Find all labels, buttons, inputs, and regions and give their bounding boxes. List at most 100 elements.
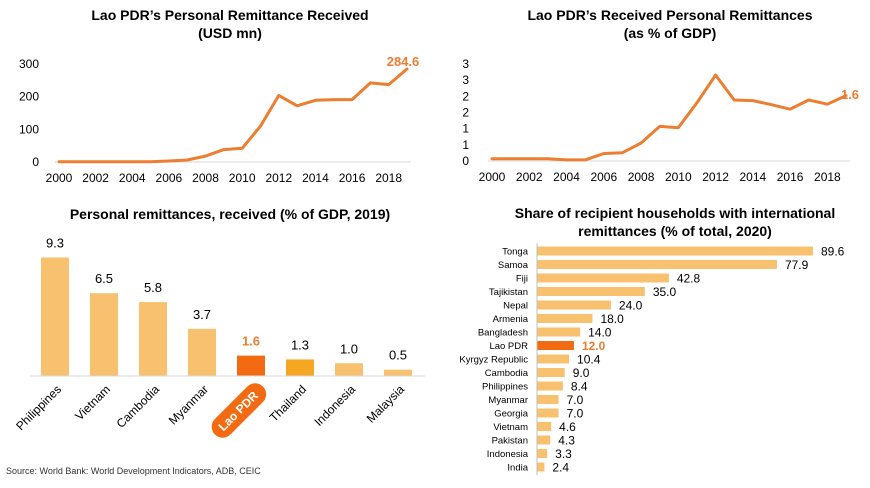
chart4-bar (537, 300, 611, 310)
chart3-value-label: 1.3 (291, 337, 309, 352)
chart2-title: Lao PDR’s Received Personal Remittances … (480, 6, 860, 42)
chart4-category-label: Nepal (503, 301, 528, 312)
chart3-category-label: Lao PDR (216, 388, 261, 433)
chart1-title: Lao PDR’s Personal Remittance Received (… (40, 6, 420, 42)
chart1-title-line2: (USD mn) (198, 25, 262, 41)
chart2-ytick: 2 (462, 89, 469, 103)
chart4-category-label: Lao PDR (489, 341, 528, 352)
chart3-bar (41, 257, 69, 376)
chart4-value-label: 18.0 (600, 312, 624, 326)
chart4-bar (537, 273, 669, 283)
chart3-bar (335, 363, 363, 376)
chart2-xtick: 2008 (628, 170, 655, 184)
chart2-end-label: 1.6 (841, 87, 859, 102)
chart4-category-label: Armenia (493, 314, 529, 325)
chart1-ytick: 200 (19, 90, 39, 104)
chart2-ytick: 1 (462, 122, 469, 136)
chart4-value-label: 10.4 (577, 353, 601, 367)
chart4-bar (537, 246, 813, 256)
chart4-bar (537, 260, 777, 269)
chart3-bar (90, 293, 118, 376)
chart4-category-label: Myanmar (488, 395, 528, 406)
chart3-category-label: Cambodia (114, 382, 163, 431)
chart4-bar (537, 395, 559, 404)
chart1-xtick: 2002 (82, 171, 109, 185)
chart2-title-line2: (as % of GDP) (623, 25, 717, 41)
chart4-value-label: 9.0 (573, 366, 590, 380)
chart2-xtick: 2000 (479, 170, 506, 184)
chart4-value-label: 89.6 (821, 245, 845, 259)
chart4-value-label: 12.0 (582, 339, 606, 353)
chart4-value-label: 8.4 (571, 380, 588, 394)
chart3-value-label: 5.8 (144, 280, 162, 295)
chart1-ytick: 300 (19, 57, 39, 71)
chart3-value-label: 0.5 (389, 348, 407, 363)
chart3-category-label: Vietnam (72, 382, 113, 423)
chart1-xtick: 2018 (375, 171, 402, 185)
chart3-title-line1: Personal remittances, received (% of GDP… (69, 206, 391, 222)
chart4-value-label: 7.0 (567, 407, 584, 421)
chart4-bar (537, 449, 548, 458)
chart4-category-label: Tonga (502, 247, 529, 258)
chart4-value-label: 77.9 (785, 258, 809, 272)
chart3-category-label: Malaysia (364, 382, 408, 426)
chart4-category-label: Cambodia (485, 368, 529, 379)
chart2-title-line1: Lao PDR’s Received Personal Remittances (527, 7, 813, 23)
chart4-title-line2: remittances (% of total, 2020) (578, 223, 772, 239)
chart4-category-label: Samoa (498, 260, 529, 271)
chart2-xtick: 2004 (553, 170, 580, 184)
chart4-bar (537, 314, 593, 323)
chart2-series-line (490, 73, 848, 162)
chart4-bar (537, 287, 645, 296)
chart4-bar (537, 422, 552, 431)
chart2-xtick: 2012 (702, 170, 729, 184)
chart2-xtick: 2002 (516, 170, 543, 184)
chart4-category-label: Pakistan (492, 436, 528, 447)
chart1-xtick: 2004 (119, 171, 146, 185)
chart4-value-label: 35.0 (653, 285, 677, 299)
chart1-xtick: 2012 (265, 171, 292, 185)
chart4-bar (537, 435, 551, 445)
chart3-value-label: 9.3 (46, 236, 64, 251)
chart4-value-label: 4.6 (559, 420, 576, 434)
source-note: Source: World Bank: World Development In… (6, 466, 261, 476)
chart4-category-label: Vietnam (493, 422, 528, 433)
chart3-category-label: Thailand (267, 382, 309, 424)
chart3-category-label: Myanmar (166, 382, 211, 427)
chart3-category-label: Indonesia (311, 382, 358, 429)
chart4-category-label: Georgia (494, 409, 529, 420)
chart1-end-label: 284.6 (387, 54, 420, 69)
chart3-value-label: 1.0 (340, 341, 358, 356)
chart3-value-label: 6.5 (95, 271, 113, 286)
chart3-category-label: Philippines (13, 382, 64, 433)
chart2-xtick: 2016 (777, 170, 804, 184)
chart3-bar (384, 369, 412, 376)
chart4-bar (537, 381, 563, 391)
chart1-ytick: 100 (19, 122, 39, 136)
chart4-category-label: Tajikistan (489, 287, 528, 298)
chart4-title-line1: Share of recipient households with inter… (514, 205, 836, 221)
chart2-xtick: 2014 (739, 170, 766, 184)
chart4-category-label: Indonesia (487, 449, 529, 460)
chart2-ytick: 1 (462, 138, 469, 152)
chart4-category-label: Philippines (482, 382, 528, 393)
chart4-bar (537, 368, 565, 377)
chart3-bar (188, 328, 216, 376)
chart4-value-label: 14.0 (588, 326, 612, 340)
chart4-value-label: 4.3 (558, 434, 575, 448)
chart4-value-label: 24.0 (619, 299, 643, 313)
chart2-xtick: 2018 (814, 170, 841, 184)
chart1-xtick: 2000 (46, 171, 73, 185)
chart4-bar (537, 341, 574, 350)
chart3-bar (139, 302, 167, 376)
chart1-series-line (57, 67, 409, 164)
chart4-title: Share of recipient households with inter… (470, 204, 870, 240)
chart1-xtick: 2014 (302, 171, 329, 185)
chart2-ytick: 0 (462, 154, 469, 168)
chart4-bar (537, 327, 581, 337)
chart2-xtick: 2010 (665, 170, 692, 184)
chart2-ytick: 3 (462, 57, 469, 71)
chart4-category-label: Fiji (516, 274, 528, 285)
chart1-ytick: 0 (32, 155, 39, 169)
